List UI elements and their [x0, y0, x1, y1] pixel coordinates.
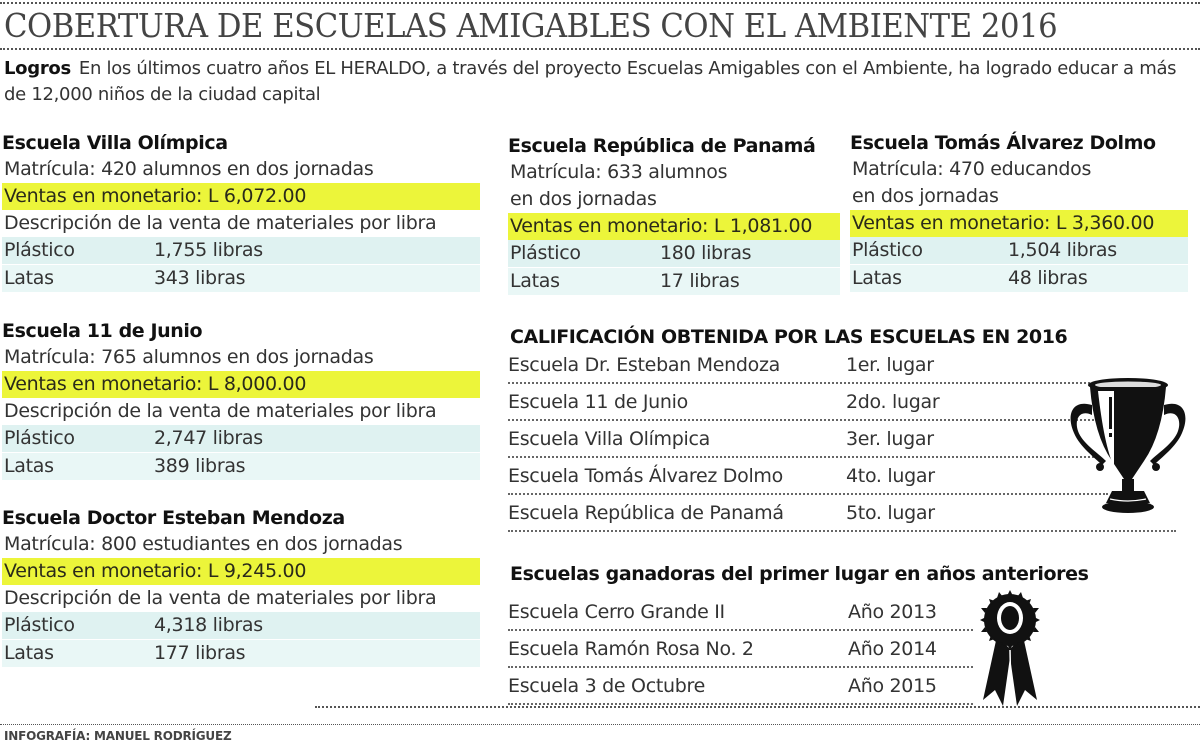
- trophy-icon: [1070, 378, 1186, 513]
- material-value: 2,747 libras: [154, 427, 263, 449]
- winner-year: Año 2015: [848, 674, 937, 697]
- right-column-bottom-rule: [315, 706, 1200, 708]
- ranking-title: CALIFICACIÓN OBTENIDA POR LAS ESCUELAS E…: [510, 326, 1068, 348]
- material-row-plastic: Plástico 4,318 libras: [2, 612, 480, 640]
- enrollment: Matrícula: 765 alumnos en dos jornadas: [4, 346, 374, 368]
- previous-winners-title: Escuelas ganadoras del primer lugar en a…: [510, 563, 1089, 585]
- winner-school: Escuela 3 de Octubre: [508, 674, 705, 697]
- material-label: Plástico: [4, 614, 75, 636]
- ranking-place: 2do. lugar: [846, 390, 940, 413]
- materials-description: Descripción de la venta de materiales po…: [4, 587, 437, 609]
- material-label: Latas: [510, 270, 560, 292]
- material-row-plastic: Plástico 180 libras: [508, 240, 840, 268]
- school-name: Escuela Doctor Esteban Mendoza: [2, 507, 345, 529]
- footer-rule: [0, 724, 1200, 725]
- school-name: Escuela Villa Olímpica: [2, 132, 228, 154]
- winner-school: Escuela Cerro Grande II: [508, 600, 725, 623]
- sales-amount: Ventas en monetario: L 6,072.00: [2, 183, 480, 210]
- school-card-tomas-alvarez-dolmo: Escuela Tomás Álvarez Dolmo Matrícula: 4…: [850, 130, 1188, 293]
- material-row-plastic: Plástico 1,504 libras: [850, 237, 1188, 265]
- material-label: Latas: [852, 267, 902, 289]
- top-rule: [0, 2, 1200, 4]
- page-title: COBERTURA DE ESCUELAS AMIGABLES CON EL A…: [4, 6, 1058, 45]
- title-rule: [0, 48, 1200, 50]
- enrollment-line-1: Matrícula: 470 educandos: [852, 158, 1092, 180]
- material-value: 1,504 libras: [1008, 239, 1117, 261]
- sales-amount: Ventas en monetario: L 8,000.00: [2, 371, 480, 398]
- ranking-row: Escuela Dr. Esteban Mendoza 1er. lugar: [508, 347, 1098, 384]
- school-card-esteban-mendoza: Escuela Doctor Esteban Mendoza Matrícula…: [2, 505, 480, 668]
- material-value: 343 libras: [154, 267, 246, 289]
- material-row-cans: Latas 389 libras: [2, 453, 480, 481]
- materials-description: Descripción de la venta de materiales po…: [4, 212, 437, 234]
- material-row-plastic: Plástico 1,755 libras: [2, 237, 480, 265]
- materials-description: Descripción de la venta de materiales po…: [4, 400, 437, 422]
- ranking-place: 4to. lugar: [846, 464, 935, 487]
- enrollment: Matrícula: 420 alumnos en dos jornadas: [4, 158, 374, 180]
- ranking-school: Escuela Dr. Esteban Mendoza: [508, 353, 780, 376]
- material-label: Plástico: [510, 242, 581, 264]
- ranking-table: Escuela Dr. Esteban Mendoza 1er. lugar E…: [508, 347, 1176, 532]
- material-value: 177 libras: [154, 642, 246, 664]
- award-ribbon-icon: [980, 590, 1040, 706]
- enrollment-line-2: en dos jornadas: [852, 185, 999, 207]
- winner-row: Escuela Ramón Rosa No. 2 Año 2014: [508, 631, 973, 668]
- enrollment-line-1: Matrícula: 633 alumnos: [510, 161, 728, 183]
- winner-year: Año 2013: [848, 600, 937, 623]
- school-name: Escuela Tomás Álvarez Dolmo: [850, 132, 1156, 154]
- material-value: 17 libras: [660, 270, 740, 292]
- material-value: 1,755 libras: [154, 239, 263, 261]
- material-row-cans: Latas 343 libras: [2, 265, 480, 293]
- ranking-school: Escuela Tomás Álvarez Dolmo: [508, 464, 783, 487]
- school-name: Escuela República de Panamá: [508, 135, 816, 157]
- school-card-villa-olimpica: Escuela Villa Olímpica Matrícula: 420 al…: [2, 130, 480, 293]
- school-card-11-de-junio: Escuela 11 de Junio Matrícula: 765 alumn…: [2, 318, 480, 481]
- material-label: Latas: [4, 267, 54, 289]
- ranking-school: Escuela República de Panamá: [508, 501, 784, 524]
- material-row-plastic: Plástico 2,747 libras: [2, 425, 480, 453]
- sales-amount: Ventas en monetario: L 1,081.00: [508, 213, 840, 240]
- intro-paragraph: Logros En los últimos cuatro años EL HERA…: [4, 56, 1184, 108]
- winner-year: Año 2014: [848, 637, 937, 660]
- ranking-place: 5to. lugar: [846, 501, 935, 524]
- material-row-cans: Latas 48 libras: [850, 265, 1188, 293]
- ranking-school: Escuela Villa Olímpica: [508, 427, 710, 450]
- material-row-cans: Latas 17 libras: [508, 268, 840, 296]
- intro-lead: Logros: [4, 58, 71, 79]
- winner-school: Escuela Ramón Rosa No. 2: [508, 637, 754, 660]
- material-label: Plástico: [4, 427, 75, 449]
- material-label: Plástico: [852, 239, 923, 261]
- ranking-row: Escuela 11 de Junio 2do. lugar: [508, 384, 1098, 421]
- ranking-row: Escuela Villa Olímpica 3er. lugar: [508, 421, 1098, 458]
- winner-row: Escuela 3 de Octubre Año 2015: [508, 668, 973, 705]
- sales-amount: Ventas en monetario: L 3,360.00: [850, 210, 1188, 237]
- material-label: Plástico: [4, 239, 75, 261]
- ranking-row: Escuela República de Panamá 5to. lugar: [508, 495, 1176, 532]
- ranking-place: 3er. lugar: [846, 427, 934, 450]
- enrollment: Matrícula: 800 estudiantes en dos jornad…: [4, 533, 403, 555]
- previous-winners-table: Escuela Cerro Grande II Año 2013 Escuela…: [508, 594, 973, 705]
- material-label: Latas: [4, 455, 54, 477]
- material-row-cans: Latas 177 libras: [2, 640, 480, 668]
- winner-row: Escuela Cerro Grande II Año 2013: [508, 594, 973, 631]
- material-value: 48 libras: [1008, 267, 1088, 289]
- sales-amount: Ventas en monetario: L 9,245.00: [2, 558, 480, 585]
- intro-text: En los últimos cuatro años EL HERALDO, a…: [4, 58, 1177, 105]
- material-value: 4,318 libras: [154, 614, 263, 636]
- enrollment-line-2: en dos jornadas: [510, 188, 657, 210]
- ranking-place: 1er. lugar: [846, 353, 934, 376]
- infographic-credit: INFOGRAFÍA: MANUEL RODRÍGUEZ: [4, 729, 232, 743]
- school-name: Escuela 11 de Junio: [2, 320, 203, 342]
- ranking-row: Escuela Tomás Álvarez Dolmo 4to. lugar: [508, 458, 1108, 495]
- material-label: Latas: [4, 642, 54, 664]
- ranking-school: Escuela 11 de Junio: [508, 390, 688, 413]
- material-value: 180 libras: [660, 242, 752, 264]
- school-card-republica-de-panama: Escuela República de Panamá Matrícula: 6…: [508, 133, 840, 296]
- material-value: 389 libras: [154, 455, 246, 477]
